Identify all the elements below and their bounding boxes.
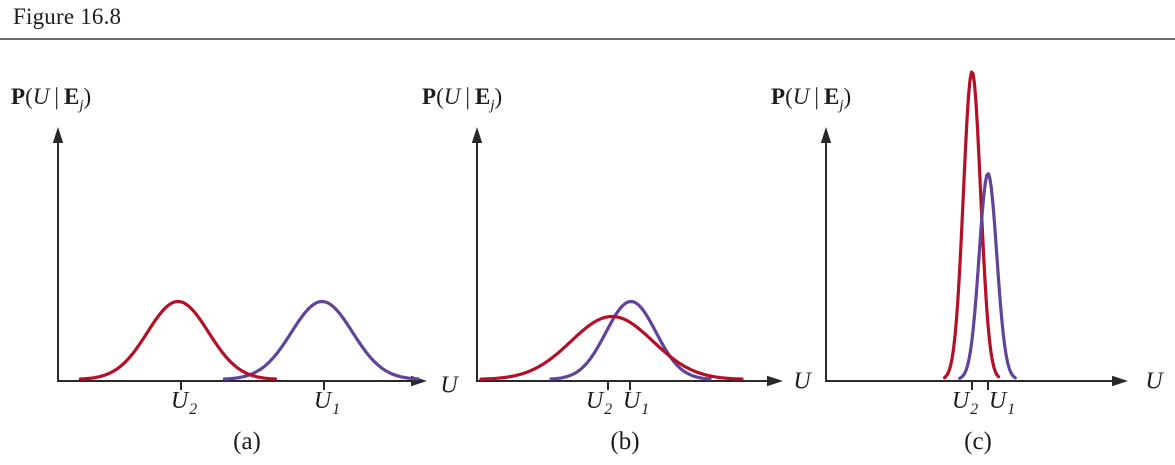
curve-a-posterior-U1-purple [222, 299, 420, 381]
y-axis-label-panel-c: P(U | Ej) [771, 83, 852, 114]
curve-a-posterior-U2-red [78, 299, 277, 381]
header-divider [0, 38, 1175, 40]
curve-c-posterior-U1-purple [958, 172, 1017, 380]
tick-label-u1-panel-c: U1 [988, 388, 1016, 418]
x-axis-label-panel-b: U [793, 368, 811, 395]
figure-title: Figure 16.8 [13, 4, 122, 29]
caption-panel-c: (c) [964, 428, 992, 455]
prob-symbol: P [422, 84, 437, 109]
prob-symbol: P [771, 84, 786, 109]
caption-panel-b: (b) [610, 428, 640, 455]
y-axis-label-panel-a: P(U | Ej) [11, 83, 92, 114]
y-axis-arrow-b [471, 127, 483, 143]
x-axis-arrow-c [1112, 375, 1128, 387]
y-axis-arrow-c [820, 127, 832, 143]
x-axis-label-panel-c: U [1145, 368, 1163, 395]
prob-symbol: P [11, 84, 26, 109]
tick-label-u2-panel-c: U2 [951, 388, 979, 418]
curve-b-posterior-U1-purple [549, 299, 712, 381]
tick-label-u1-panel-b: U1 [622, 388, 650, 418]
tick-label-u2-panel-a: U2 [170, 388, 198, 418]
caption-panel-a: (a) [233, 428, 261, 455]
x-axis-label-panel-a: U [440, 372, 458, 399]
curve-c-posterior-U2-red [942, 70, 1001, 380]
tick-label-u1-panel-a: U1 [313, 388, 341, 418]
y-axis-arrow-a [52, 127, 64, 143]
x-axis-arrow-b [767, 375, 783, 387]
y-axis-label-panel-b: P(U | Ej) [422, 83, 503, 114]
tick-label-u2-panel-b: U2 [585, 388, 613, 418]
curve-b-posterior-U2-red [479, 314, 744, 381]
